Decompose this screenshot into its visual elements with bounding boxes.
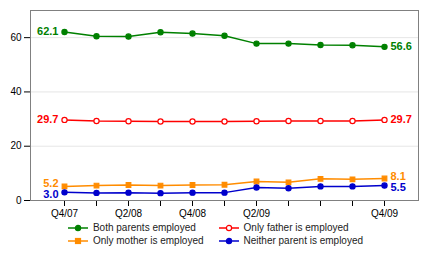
svg-text:8.1: 8.1 <box>390 170 406 183</box>
svg-text:29.7: 29.7 <box>37 113 58 125</box>
svg-text:60: 60 <box>10 32 22 43</box>
svg-text:20: 20 <box>10 140 22 151</box>
svg-text:40: 40 <box>10 86 22 97</box>
svg-text:Q4/07: Q4/07 <box>51 208 79 219</box>
html-text:Neither parent is employed: Neither parent is employed <box>243 235 364 246</box>
svg-text:Q4/09: Q4/09 <box>371 208 399 219</box>
svg-text:62.1: 62.1 <box>37 25 58 37</box>
html-text:Both parents employed: Both parents employed <box>92 222 196 233</box>
svg-text:Q4/08: Q4/08 <box>179 208 207 219</box>
svg-text:29.7: 29.7 <box>391 113 412 125</box>
svg-text:3.0: 3.0 <box>43 188 58 200</box>
svg-text:56.6: 56.6 <box>391 40 412 52</box>
svg-text:Q2/08: Q2/08 <box>115 208 143 219</box>
svg-text:0: 0 <box>16 195 22 206</box>
svg-text:Q2/09: Q2/09 <box>243 208 271 219</box>
svg-text:5.2: 5.2 <box>43 177 59 190</box>
html-text:Only father is employed: Only father is employed <box>243 222 349 233</box>
html-text:Only mother is employed: Only mother is employed <box>92 235 204 246</box>
svg-text:5.5: 5.5 <box>391 181 406 193</box>
